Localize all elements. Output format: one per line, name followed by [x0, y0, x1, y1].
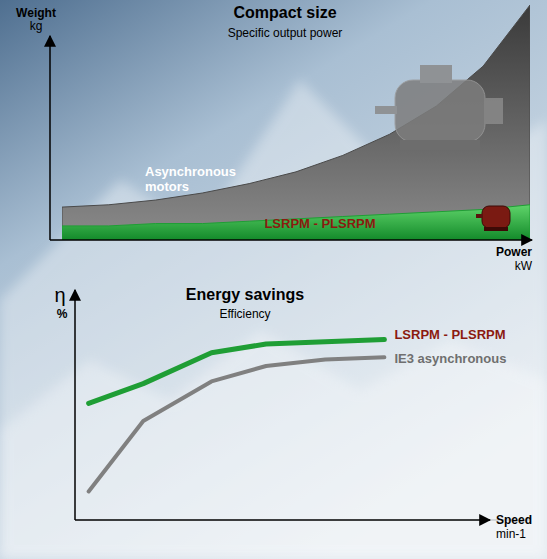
subtitle: Efficiency	[219, 307, 270, 321]
series-label: IE3 asynchronous	[394, 351, 506, 366]
area	[62, 5, 530, 240]
chart-root: Weightkg PowerkW Compact size Specific outp…	[0, 0, 547, 559]
y-label: Weight	[16, 6, 56, 20]
series-label: LSRPM - PLSRPM	[264, 216, 375, 231]
line	[89, 340, 385, 404]
motor-feet	[400, 140, 480, 150]
x-unit: min-1	[496, 527, 526, 541]
motor-shaft	[375, 106, 397, 114]
y-unit: %	[57, 307, 68, 321]
title: Compact size	[233, 4, 336, 21]
series-label: Asynchronousmotors	[145, 164, 236, 194]
motor-feet	[484, 227, 508, 231]
x-unit: kW	[515, 259, 533, 273]
series-label: LSRPM - PLSRPM	[394, 327, 505, 342]
x-axis	[75, 519, 490, 521]
mountain	[0, 330, 547, 559]
motor-box	[420, 65, 452, 83]
x-label: Power	[496, 245, 532, 259]
subtitle: Specific output power	[228, 26, 343, 40]
area	[62, 205, 530, 240]
background	[0, 0, 547, 559]
motor-icon	[375, 65, 503, 150]
plot-area	[89, 340, 385, 492]
y-unit: kg	[30, 19, 43, 33]
x-label: Speed	[496, 513, 532, 527]
motor-end	[485, 98, 503, 124]
y-axis	[74, 290, 76, 520]
y-axis	[49, 36, 51, 240]
y-label: η	[54, 284, 65, 306]
x-axis	[50, 239, 532, 241]
motor-body	[395, 80, 485, 142]
plot-area	[62, 5, 530, 240]
line	[89, 357, 385, 491]
motor-icon-small	[476, 206, 510, 231]
title: Energy savings	[186, 286, 304, 303]
motor-body	[482, 206, 510, 228]
motor-shaft	[476, 214, 483, 218]
